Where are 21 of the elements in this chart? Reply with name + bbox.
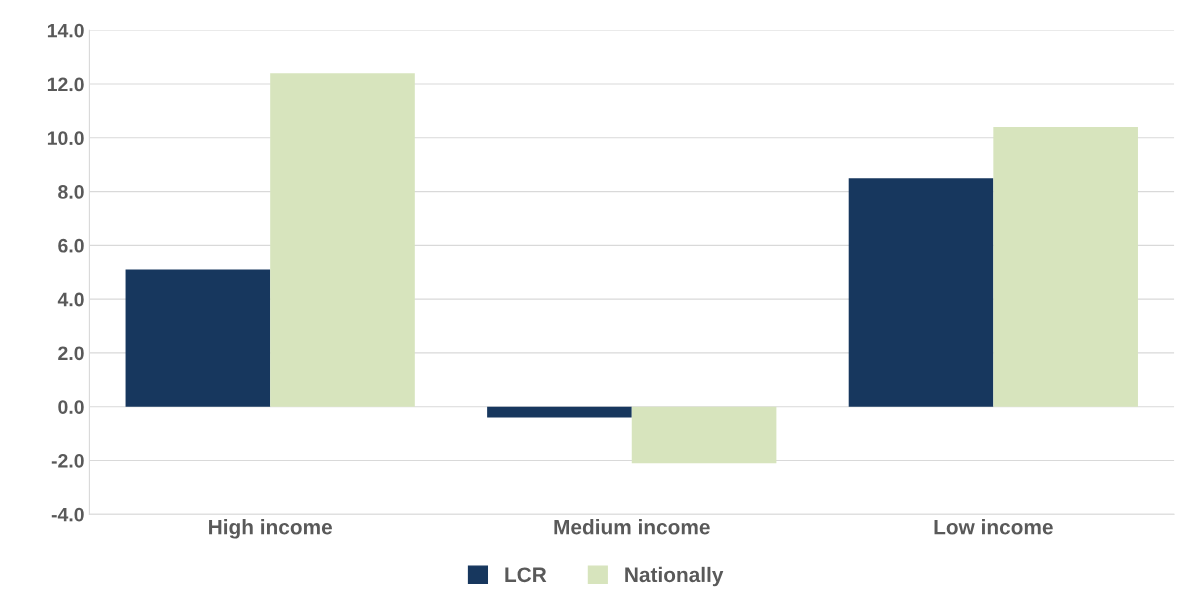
y-tick-label: 2.0 xyxy=(58,346,84,361)
bar xyxy=(848,178,994,407)
y-tick-label: 8.0 xyxy=(58,185,84,199)
y-tick-label: 12.0 xyxy=(47,77,84,92)
x-tick-label: Low income xyxy=(934,519,1053,535)
bar xyxy=(993,127,1138,407)
y-tick-label: 0.0 xyxy=(58,400,84,414)
y-tick-label: -2.0 xyxy=(51,453,84,468)
legend-label: LCR xyxy=(505,567,547,583)
y-tick-label: -4.0 xyxy=(51,507,84,522)
y-tick-label: 4.0 xyxy=(57,292,84,307)
y-tick-label: 10.0 xyxy=(47,131,84,146)
bar xyxy=(631,406,777,464)
y-tick-label: 14.0 xyxy=(47,23,84,38)
legend-label: Nationally xyxy=(625,566,724,587)
x-tick-label: Medium income xyxy=(554,519,710,535)
bar xyxy=(125,269,271,407)
y-tick-label: 6.0 xyxy=(58,238,84,253)
bar xyxy=(487,406,632,418)
x-tick-label: High income xyxy=(209,519,332,539)
bar xyxy=(270,73,415,407)
